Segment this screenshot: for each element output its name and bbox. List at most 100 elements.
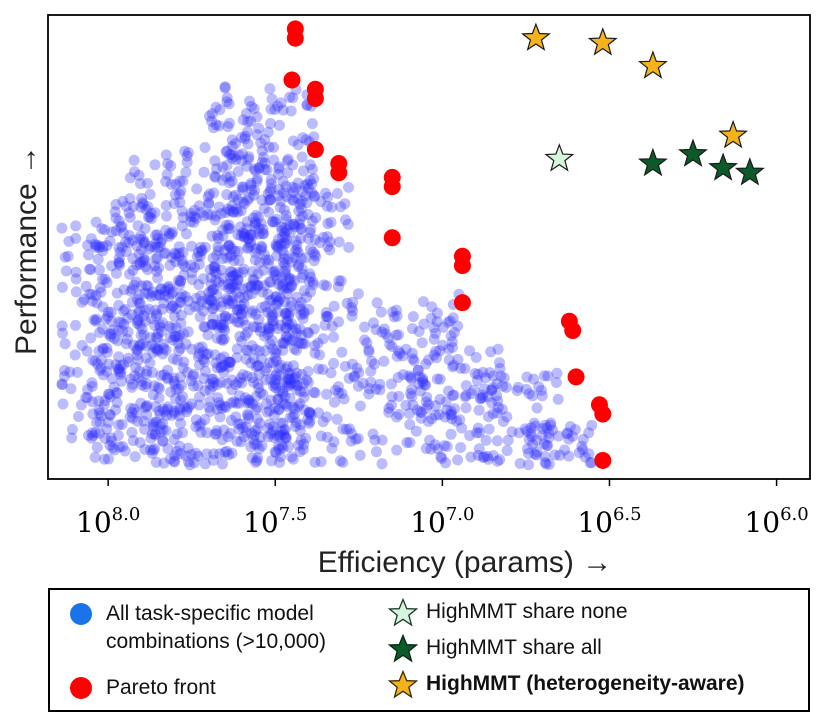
combination-point bbox=[206, 230, 218, 242]
combination-point bbox=[502, 434, 514, 446]
combination-point bbox=[183, 304, 195, 316]
combination-point bbox=[265, 118, 276, 129]
combination-point bbox=[244, 95, 255, 107]
combination-point bbox=[293, 218, 305, 230]
combination-point bbox=[226, 134, 238, 146]
combination-point bbox=[278, 429, 290, 440]
combination-point bbox=[205, 294, 217, 306]
combination-point bbox=[120, 338, 132, 350]
combination-point bbox=[392, 372, 404, 383]
combination-point bbox=[252, 378, 264, 390]
combination-point bbox=[162, 373, 174, 385]
combination-point bbox=[310, 250, 322, 262]
combination-point bbox=[177, 258, 189, 270]
combination-point bbox=[197, 354, 209, 365]
combination-point bbox=[440, 457, 452, 469]
combination-point bbox=[119, 303, 131, 315]
combination-point bbox=[215, 377, 227, 388]
combination-point bbox=[181, 406, 193, 418]
combination-point bbox=[247, 229, 259, 241]
combination-point bbox=[239, 231, 250, 243]
combination-point bbox=[115, 221, 127, 233]
combination-point bbox=[354, 449, 366, 461]
combination-point bbox=[134, 319, 146, 331]
combination-point bbox=[190, 447, 202, 459]
combination-point bbox=[272, 190, 284, 202]
combination-point bbox=[472, 422, 484, 434]
combination-point bbox=[215, 333, 227, 345]
combination-point bbox=[190, 421, 202, 433]
legend-item-all-combinations: All task-specific model combinations (>1… bbox=[70, 600, 326, 656]
combination-point bbox=[170, 322, 182, 333]
combination-point bbox=[134, 257, 146, 268]
combination-point bbox=[253, 314, 265, 326]
combination-point bbox=[267, 266, 279, 278]
combination-point bbox=[147, 389, 159, 401]
combination-point bbox=[290, 371, 301, 383]
combination-point bbox=[196, 295, 208, 307]
combination-point bbox=[132, 314, 144, 326]
combination-point bbox=[299, 404, 310, 416]
combination-point bbox=[394, 347, 406, 359]
combination-point bbox=[248, 163, 260, 175]
combination-point bbox=[501, 381, 512, 393]
combination-point bbox=[363, 383, 375, 395]
combination-point bbox=[222, 240, 234, 252]
combination-point bbox=[140, 381, 152, 393]
combination-point bbox=[250, 456, 262, 468]
combination-point bbox=[270, 344, 282, 356]
combination-point bbox=[150, 290, 162, 301]
combination-point bbox=[276, 231, 288, 243]
combination-point bbox=[140, 203, 152, 215]
combination-point bbox=[192, 246, 204, 258]
combination-point bbox=[263, 254, 275, 266]
combination-point bbox=[491, 407, 503, 419]
combination-point bbox=[361, 337, 373, 349]
combination-point bbox=[70, 232, 82, 244]
combination-point bbox=[326, 201, 338, 213]
combination-point bbox=[136, 338, 148, 350]
combination-point bbox=[241, 160, 253, 172]
combination-point bbox=[195, 418, 207, 430]
combination-point bbox=[245, 441, 257, 453]
combination-point bbox=[527, 390, 539, 402]
combination-point bbox=[232, 274, 244, 286]
combination-point bbox=[378, 323, 390, 335]
combination-point bbox=[155, 237, 167, 249]
combination-point bbox=[105, 432, 117, 444]
combination-point bbox=[96, 273, 108, 285]
combination-point bbox=[383, 406, 395, 418]
combination-point bbox=[315, 430, 327, 442]
combination-point bbox=[251, 175, 263, 187]
combination-point bbox=[110, 387, 122, 398]
combination-point bbox=[145, 444, 157, 456]
combination-point bbox=[249, 220, 261, 232]
combination-point bbox=[491, 435, 503, 447]
combination-point bbox=[255, 353, 267, 365]
combination-point bbox=[134, 258, 146, 270]
combination-point bbox=[209, 266, 221, 277]
combination-point bbox=[295, 232, 307, 244]
combination-point bbox=[271, 213, 283, 225]
combination-point bbox=[280, 263, 292, 275]
combination-point bbox=[139, 443, 151, 455]
combination-point bbox=[281, 155, 293, 167]
combination-point bbox=[179, 145, 191, 157]
combination-point bbox=[277, 386, 289, 397]
combination-point bbox=[477, 389, 489, 401]
combination-point bbox=[297, 132, 309, 144]
combination-point bbox=[97, 241, 109, 253]
combination-point bbox=[294, 198, 306, 210]
combination-point bbox=[270, 269, 281, 281]
all-combinations-cloud bbox=[56, 81, 598, 471]
combination-point bbox=[149, 207, 161, 219]
combination-point bbox=[56, 320, 68, 332]
combination-point bbox=[269, 216, 281, 228]
combination-point bbox=[429, 439, 441, 451]
combination-point bbox=[258, 330, 270, 342]
combination-point bbox=[192, 351, 204, 363]
combination-point bbox=[445, 428, 457, 440]
star-icon-share-all bbox=[388, 634, 418, 663]
combination-point bbox=[97, 343, 109, 355]
combination-point bbox=[527, 438, 539, 450]
